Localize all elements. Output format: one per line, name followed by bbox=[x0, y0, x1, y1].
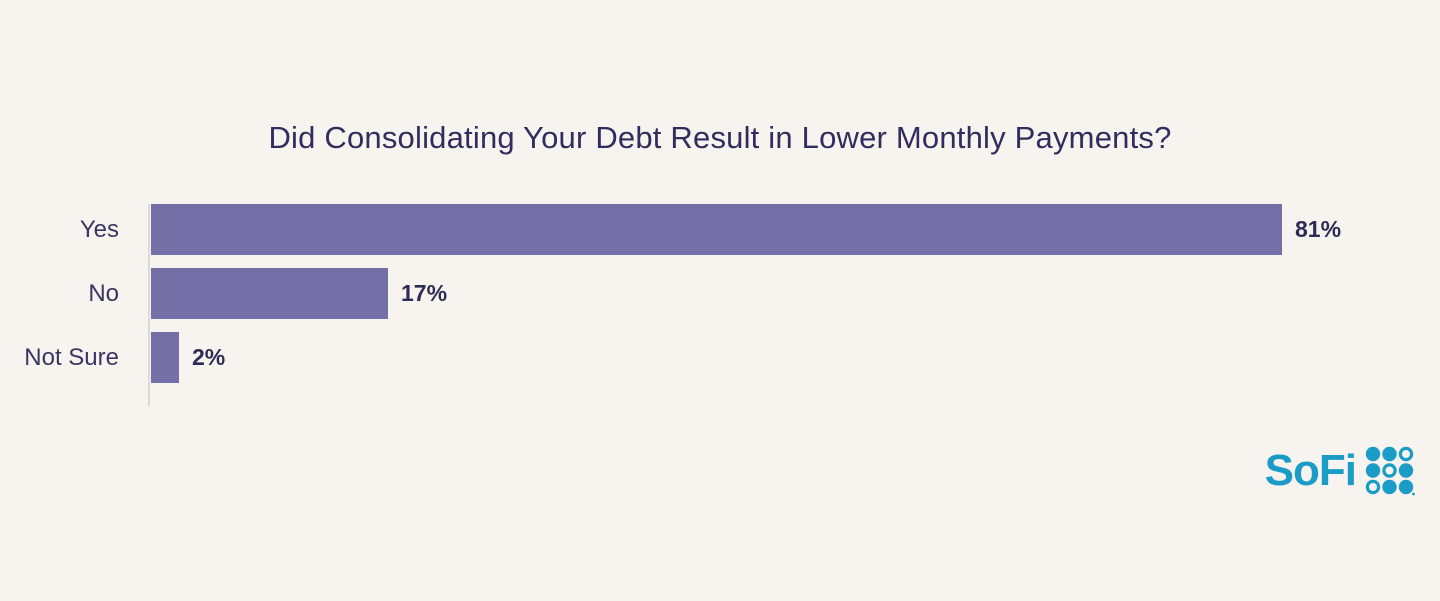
sofi-dot-grid-icon bbox=[1365, 446, 1415, 496]
value-label: 81% bbox=[1295, 216, 1342, 242]
category-label: No bbox=[88, 279, 119, 307]
bar-no bbox=[151, 268, 388, 319]
category-label: Not Sure bbox=[24, 343, 119, 371]
bar-row-yes: Yes 81% bbox=[0, 204, 1440, 255]
bar-row-not-sure: Not Sure 2% bbox=[0, 332, 1440, 383]
bar-row-no: No 17% bbox=[0, 268, 1440, 319]
bar-chart: Yes 81% No 17% Not Sure 2% bbox=[0, 204, 1440, 406]
value-label: 17% bbox=[401, 280, 448, 306]
sofi-wordmark: SoFi bbox=[1264, 446, 1357, 495]
y-axis-line bbox=[148, 204, 150, 406]
category-label: Yes bbox=[79, 215, 119, 243]
chart-title: Did Consolidating Your Debt Result in Lo… bbox=[268, 120, 1172, 155]
value-label: 2% bbox=[192, 344, 226, 370]
sofi-logo: SoFi bbox=[1265, 446, 1415, 496]
bar-yes bbox=[151, 204, 1282, 255]
bar-not-sure bbox=[151, 332, 179, 383]
